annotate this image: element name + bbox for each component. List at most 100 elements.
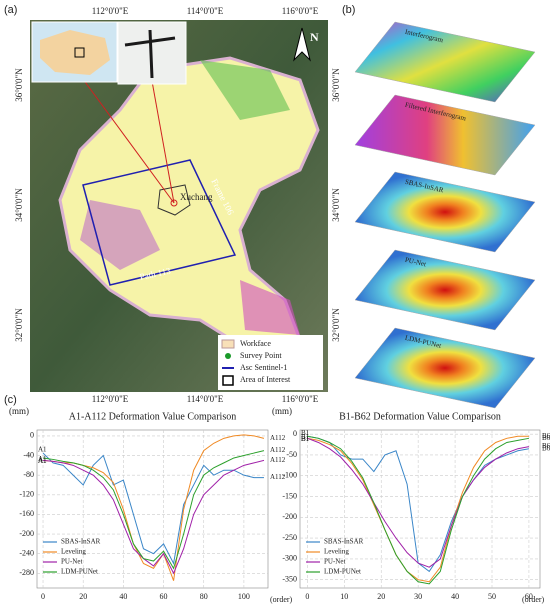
start-label: A1: [38, 446, 47, 454]
legend-label: Workface: [240, 339, 271, 348]
y-tick-label: -150: [282, 491, 297, 500]
x-tick-label: 0: [305, 592, 309, 601]
legend-swatch: [221, 339, 235, 349]
series-line: [42, 452, 264, 566]
lat-label: 36°0'0"N: [331, 68, 341, 102]
workface-area: [80, 200, 160, 270]
legend-label: Asc Sentinel-1: [240, 363, 287, 372]
workface-area: [240, 280, 300, 335]
end-label: B62: [542, 432, 550, 440]
start-label: A1: [38, 455, 47, 463]
panel-label: (a): [4, 4, 17, 16]
x-tick-label: 20: [377, 592, 385, 601]
y-tick-label: -350: [282, 575, 297, 584]
lat-label: 34°0'0"N: [331, 188, 341, 222]
lon-label: 116°0'0"E: [282, 394, 319, 404]
chart-title: B1-B62 Deformation Value Comparison: [339, 411, 501, 422]
lon-label: 114°0'0"E: [187, 6, 224, 16]
start-label: B1: [301, 433, 310, 441]
start-label: A1: [38, 457, 47, 465]
y-tick-label: -100: [282, 471, 297, 480]
leader-line: [79, 74, 175, 204]
y-tick-label: -240: [19, 548, 34, 557]
x-tick-label: 80: [200, 592, 208, 601]
legend-label: SBAS-InSAR: [61, 538, 101, 546]
leader-line: [149, 69, 175, 204]
lat-label: 36°0'0"N: [14, 68, 24, 102]
series-line: [42, 459, 265, 575]
inset-box: [74, 47, 85, 58]
x-tick-label: 100: [238, 592, 250, 601]
legend-swatch: [225, 353, 231, 359]
aoi-marker: [170, 199, 178, 207]
lon-label: 112°0'0"E: [92, 6, 129, 16]
y-tick-label: -120: [19, 490, 34, 499]
y-tick-label: -160: [19, 509, 34, 518]
series-line: [307, 435, 530, 585]
x-tick-label: 10: [340, 592, 348, 601]
legend-swatch: [222, 375, 234, 386]
workface-area: [200, 60, 290, 120]
inset-lines: [124, 29, 176, 79]
end-label: B62: [542, 434, 550, 442]
lon-label: 116°0'0"E: [282, 6, 319, 16]
panel-label: (c): [4, 394, 17, 406]
x-tick-label: 30: [414, 592, 422, 601]
x-tick-label: 60: [160, 592, 168, 601]
y-tick-label: -300: [282, 554, 297, 563]
legend-label: SBAS-InSAR: [324, 538, 364, 546]
series-line: [307, 435, 529, 583]
north-arrow: [293, 27, 311, 62]
frame-outline: [82, 159, 237, 286]
lon-label: 112°0'0"E: [92, 394, 129, 404]
y-axis-label: (mm): [9, 406, 29, 416]
start-label: B1: [301, 435, 310, 443]
layer-image: [354, 94, 536, 176]
lat-label: 34°0'0"N: [14, 188, 24, 222]
legend-label: LDM-PUNet: [324, 568, 361, 576]
end-label: B62: [542, 442, 550, 450]
legend-label: Survey Point: [240, 351, 282, 360]
layer-image: [354, 171, 536, 253]
panel-label: (b): [342, 4, 355, 16]
end-label: A112: [270, 434, 286, 442]
x-tick-label: 20: [79, 592, 87, 601]
y-tick-label: -200: [19, 529, 34, 538]
end-label: A112: [270, 473, 286, 481]
end-label: B62: [542, 444, 550, 452]
end-label: A112: [270, 446, 286, 454]
legend-label: LDM-PUNet: [61, 568, 98, 576]
lon-label: 114°0'0"E: [187, 394, 224, 404]
aoi-outline: [157, 184, 191, 216]
series-line: [307, 437, 530, 568]
place-label: Xuchang: [180, 192, 213, 202]
lat-label: 32°0'0"N: [14, 308, 24, 342]
plot-area: [36, 429, 269, 589]
x-tick-label: 60: [525, 592, 533, 601]
y-tick-label: 0: [293, 429, 297, 438]
layer-image: [354, 249, 536, 331]
x-axis-label: (order): [270, 595, 293, 604]
x-tick-label: 50: [488, 592, 496, 601]
x-tick-label: 40: [119, 592, 127, 601]
x-axis-label: (order): [522, 595, 545, 604]
legend-label: Area of Interest: [240, 375, 291, 384]
start-label: A1: [38, 457, 47, 465]
legend-label: Leveling: [324, 548, 349, 556]
start-label: B1: [301, 435, 310, 443]
y-tick-label: -200: [282, 512, 297, 521]
y-tick-label: -50: [286, 450, 297, 459]
legend-label: PU-Net: [61, 558, 82, 566]
y-tick-label: -80: [23, 470, 34, 479]
map-legend: [218, 335, 323, 390]
lat-label: 32°0'0"N: [331, 308, 341, 342]
north-label: N: [310, 30, 319, 44]
y-axis-label: (mm): [272, 406, 292, 416]
legend-label: Leveling: [61, 548, 86, 556]
end-label: A112: [270, 456, 286, 464]
series-line: [42, 450, 265, 570]
chart-title: A1-A112 Deformation Value Comparison: [69, 411, 236, 422]
y-tick-label: 0: [30, 431, 34, 440]
x-tick-label: 0: [41, 592, 45, 601]
